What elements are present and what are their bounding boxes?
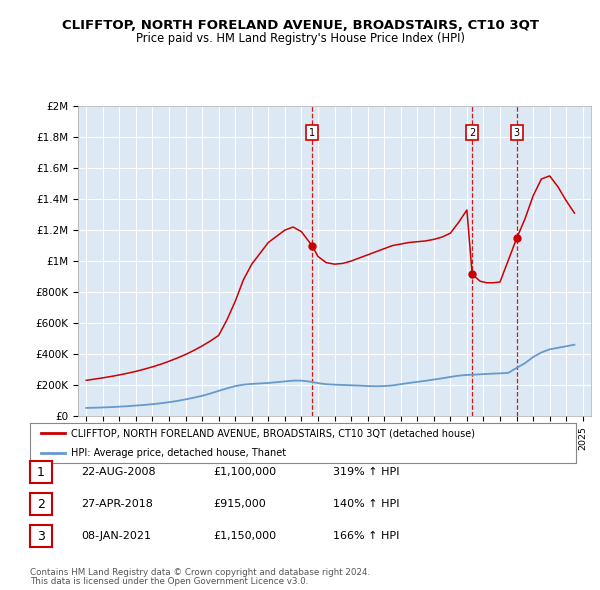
Text: 3: 3 [37, 529, 45, 543]
Text: 319% ↑ HPI: 319% ↑ HPI [333, 467, 400, 477]
Text: £1,150,000: £1,150,000 [213, 531, 276, 540]
Text: 22-AUG-2008: 22-AUG-2008 [81, 467, 155, 477]
Text: 166% ↑ HPI: 166% ↑ HPI [333, 531, 400, 540]
Text: Contains HM Land Registry data © Crown copyright and database right 2024.: Contains HM Land Registry data © Crown c… [30, 568, 370, 577]
Text: This data is licensed under the Open Government Licence v3.0.: This data is licensed under the Open Gov… [30, 578, 308, 586]
Text: 2: 2 [37, 497, 45, 511]
Text: 1: 1 [37, 466, 45, 479]
Text: Price paid vs. HM Land Registry's House Price Index (HPI): Price paid vs. HM Land Registry's House … [136, 32, 464, 45]
Text: 27-APR-2018: 27-APR-2018 [81, 499, 153, 509]
Text: HPI: Average price, detached house, Thanet: HPI: Average price, detached house, Than… [71, 448, 286, 458]
Text: CLIFFTOP, NORTH FORELAND AVENUE, BROADSTAIRS, CT10 3QT: CLIFFTOP, NORTH FORELAND AVENUE, BROADST… [62, 19, 539, 32]
Text: 3: 3 [514, 127, 520, 137]
Text: £915,000: £915,000 [213, 499, 266, 509]
Text: 08-JAN-2021: 08-JAN-2021 [81, 531, 151, 540]
Text: CLIFFTOP, NORTH FORELAND AVENUE, BROADSTAIRS, CT10 3QT (detached house): CLIFFTOP, NORTH FORELAND AVENUE, BROADST… [71, 428, 475, 438]
Text: 140% ↑ HPI: 140% ↑ HPI [333, 499, 400, 509]
Text: 2: 2 [469, 127, 475, 137]
Text: 1: 1 [309, 127, 315, 137]
Text: £1,100,000: £1,100,000 [213, 467, 276, 477]
